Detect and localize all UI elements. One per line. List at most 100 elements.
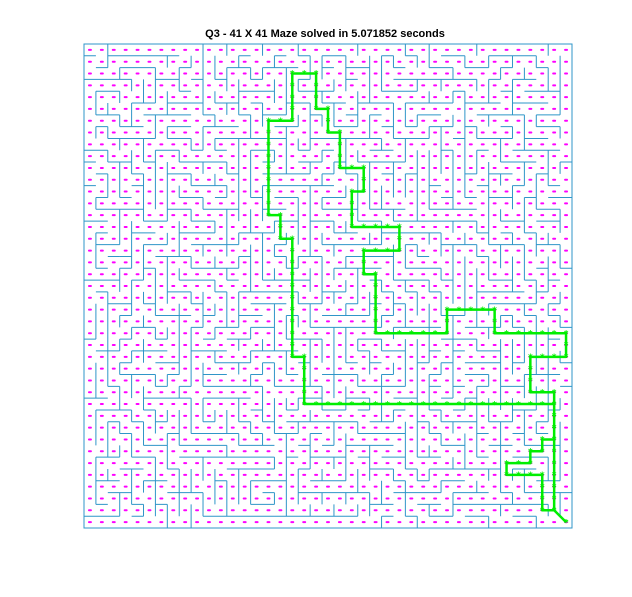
solution-path-marker: * (290, 318, 295, 328)
solution-path-marker: * (564, 518, 569, 528)
solution-path-marker: * (326, 129, 331, 139)
solution-path-marker: * (290, 341, 295, 351)
solution-path-marker: * (552, 412, 557, 422)
solution-path-marker: * (385, 400, 390, 410)
solution-path-marker: * (349, 211, 354, 221)
solution-path-marker: * (552, 495, 557, 505)
solution-path-line (267, 72, 568, 523)
solution-path-marker: * (552, 412, 557, 422)
solution-path-marker: * (361, 188, 366, 198)
solution-path-marker: * (516, 400, 521, 410)
solution-path-marker: * (385, 247, 390, 257)
solution-path-marker: * (349, 188, 354, 198)
solution-path-marker: * (540, 388, 545, 398)
solution-path-marker: * (290, 117, 295, 127)
solution-path-marker: * (266, 164, 271, 174)
solution-path-marker: * (302, 400, 307, 410)
solution-path-marker: * (373, 270, 378, 280)
solution-path-marker: * (290, 93, 295, 103)
solution-path-marker: * (290, 282, 295, 292)
solution-path-marker: * (278, 223, 283, 233)
solution-path-marker: * (278, 117, 283, 127)
solution-path-marker: * (552, 447, 557, 457)
solution-path-marker: * (290, 235, 295, 245)
solution-path-marker: * (528, 471, 533, 481)
solution-path-marker: * (278, 211, 283, 221)
solution-path-marker: * (552, 353, 557, 363)
solution-path-marker: * (302, 365, 307, 375)
solution-path-marker: * (314, 70, 319, 80)
maze-border (83, 43, 573, 529)
solution-path-marker: * (338, 129, 343, 139)
solution-path-marker: * (528, 459, 533, 469)
solution-path-marker: * (433, 329, 438, 339)
solution-path-marker: * (457, 306, 462, 316)
solution-path-marker: * (552, 424, 557, 434)
solution-path-marker: * (397, 235, 402, 245)
solution-path-marker: * (552, 471, 557, 481)
solution-path-marker: * (564, 329, 569, 339)
solution-path-marker: * (314, 105, 319, 115)
solution-path-marker: * (373, 318, 378, 328)
solution-path-marker: * (326, 117, 331, 127)
solution-path-marker: * (540, 471, 545, 481)
solution-path-marker: * (361, 164, 366, 174)
solution-path-marker: * (516, 329, 521, 339)
solution-path-marker: * (373, 282, 378, 292)
solution-path-marker: * (564, 353, 569, 363)
solution-path-marker: * (266, 129, 271, 139)
solution-path-marker: * (504, 400, 509, 410)
solution-path-marker: * (457, 400, 462, 410)
solution-path-marker: * (564, 341, 569, 351)
solution-path-marker: * (302, 377, 307, 387)
solution-path-marker: * (540, 483, 545, 493)
solution-path: * * * * * * * * * * * * * * * * * * * * * * * * * * * * * * * * * * * * * * * *… (266, 70, 569, 529)
solution-path-marker: * (552, 424, 557, 434)
solution-path-marker: * (373, 400, 378, 410)
solution-path-marker: * (302, 353, 307, 363)
solution-path-marker: * (528, 447, 533, 457)
solution-path-marker: * (564, 518, 569, 528)
solution-path-marker: * (552, 436, 557, 446)
solution-path-marker: * (361, 259, 366, 269)
solution-path-marker: * (468, 306, 473, 316)
solution-path-marker: * (361, 223, 366, 233)
solution-path-marker: * (266, 176, 271, 186)
solution-path-marker: * (361, 400, 366, 410)
solution-path-marker: * (492, 400, 497, 410)
solution-path-marker: * (552, 329, 557, 339)
solution-path-marker: * (338, 152, 343, 162)
solution-path-marker: * (552, 459, 557, 469)
solution-path-marker: * (266, 200, 271, 210)
solution-path-marker: * (540, 506, 545, 516)
solution-path-marker: * (504, 459, 509, 469)
solution-path-marker: * (552, 400, 557, 410)
solution-path-marker: * (266, 152, 271, 162)
solution-path-marker: * (397, 223, 402, 233)
solution-path-marker: * (540, 353, 545, 363)
solution-path-marker: * (504, 329, 509, 339)
solution-path-marker: * (290, 306, 295, 316)
solution-path-marker: * (516, 459, 521, 469)
solution-path-marker: * (314, 93, 319, 103)
solution-path-marker: * (528, 400, 533, 410)
solution-path-marker: * (540, 436, 545, 446)
solution-path-marker: * (468, 400, 473, 410)
solution-path-marker: * (361, 176, 366, 186)
solution-path-marker: * (290, 270, 295, 280)
solution-path-marker: * (385, 223, 390, 233)
solution-path-marker: * (492, 318, 497, 328)
solution-path-marker: * (528, 353, 533, 363)
solution-path-marker: * (290, 329, 295, 339)
solution-path-marker: * (528, 388, 533, 398)
solution-path-marker: * (492, 306, 497, 316)
solution-path-marker: * (445, 329, 450, 339)
solution-path-marker: * (290, 105, 295, 115)
solution-path-marker: * (409, 329, 414, 339)
solution-path-marker: * (349, 400, 354, 410)
solution-path-marker: * (349, 164, 354, 174)
solution-path-marker: * (492, 329, 497, 339)
solution-path-marker: * (552, 506, 557, 516)
solution-path-marker: * (361, 247, 366, 257)
solution-path-marker: * (528, 377, 533, 387)
